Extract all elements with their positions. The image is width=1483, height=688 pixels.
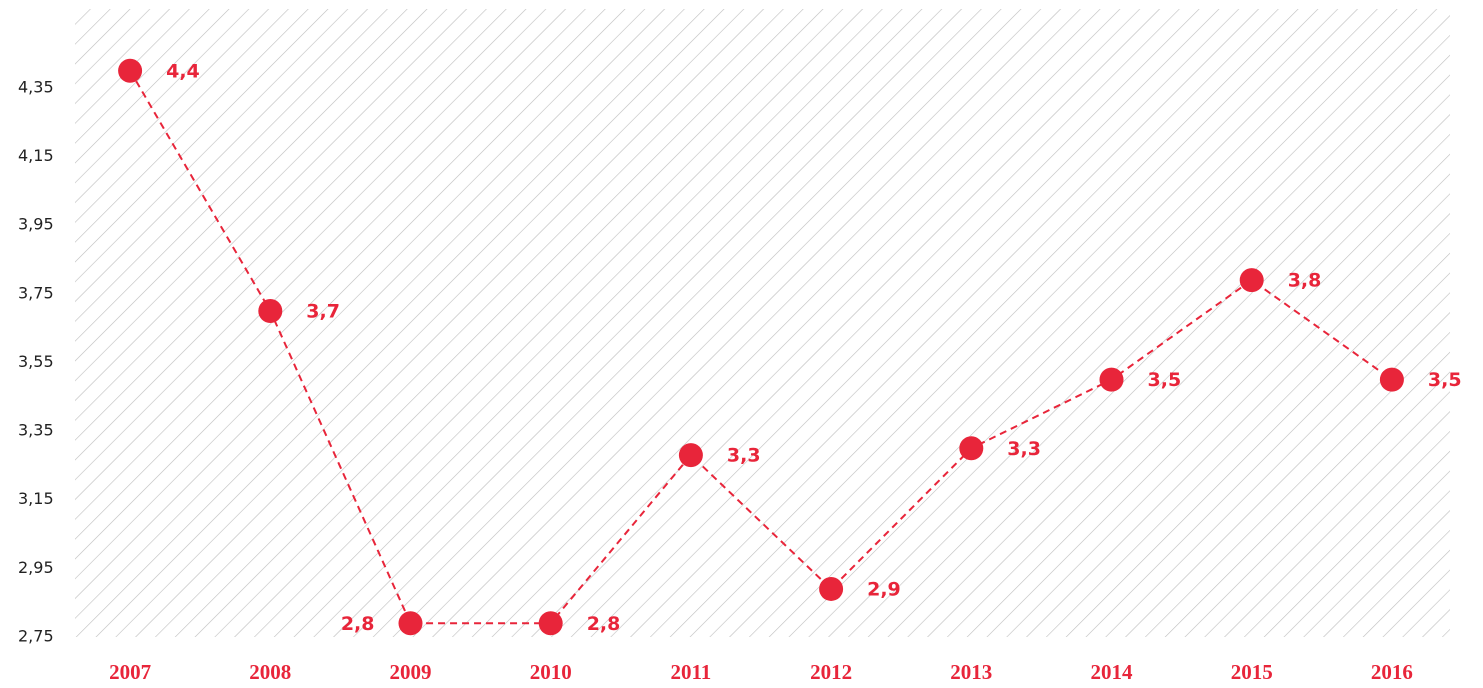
line [129, 70, 1393, 625]
x-tick-label: 2010 [530, 660, 572, 684]
y-tick-label: 3,35 [18, 421, 54, 440]
point [1379, 367, 1404, 392]
value-label: 2,9 [867, 578, 901, 600]
point [819, 576, 844, 601]
x-tick-label: 2015 [1231, 660, 1273, 684]
point [538, 611, 563, 636]
x-tick-label: 2013 [950, 660, 992, 684]
x-tick-label: 2011 [670, 660, 711, 684]
value-label: 3,5 [1148, 369, 1182, 391]
y-tick-label: 4,15 [18, 146, 54, 165]
point [1239, 268, 1264, 293]
x-tick-label: 2016 [1371, 660, 1413, 684]
point [1099, 367, 1124, 392]
y-tick-label: 2,75 [18, 627, 54, 646]
value-label: 2,8 [341, 613, 375, 635]
value-label: 2,8 [587, 613, 621, 635]
point [678, 443, 703, 468]
y-tick-label: 3,75 [18, 283, 54, 302]
x-tick-label: 2012 [810, 660, 852, 684]
y-tick-label: 3,95 [18, 215, 54, 234]
value-label: 3,8 [1288, 270, 1322, 292]
point [959, 436, 984, 461]
value-label: 4,4 [166, 60, 200, 82]
value-label: 3,7 [306, 300, 340, 322]
x-tick-label: 2007 [109, 660, 151, 684]
value-label: 3,3 [727, 445, 761, 467]
x-tick-label: 2009 [390, 660, 432, 684]
y-tick-label: 4,35 [18, 77, 54, 96]
y-tick-label: 2,95 [18, 558, 54, 577]
point [398, 611, 423, 636]
y-tick-label: 3,15 [18, 489, 54, 508]
value-label: 3,5 [1428, 369, 1462, 391]
point [118, 58, 143, 83]
x-tick-label: 2014 [1091, 660, 1134, 684]
x-tick-label: 2008 [249, 660, 291, 684]
value-label: 3,3 [1007, 438, 1041, 460]
y-tick-label: 3,55 [18, 352, 54, 371]
plot-background [75, 9, 1450, 637]
point [258, 298, 283, 323]
